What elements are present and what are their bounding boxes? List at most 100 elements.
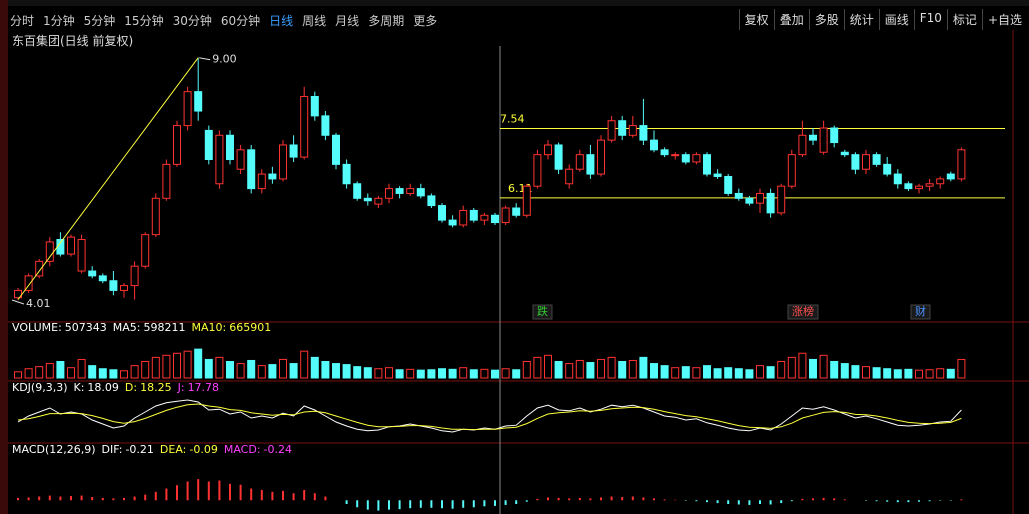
volume-bar [840, 363, 849, 379]
candle-body [173, 125, 181, 165]
tool-button[interactable]: F10 [913, 9, 947, 30]
volume-bar [353, 366, 362, 379]
volume-bar [565, 363, 574, 379]
period-button[interactable]: 30分钟 [172, 13, 212, 28]
event-marker-box [532, 304, 553, 320]
volume-bar [925, 369, 934, 379]
volume-bar [204, 358, 213, 379]
candle-body [766, 192, 775, 214]
indicator-label: J: [177, 381, 185, 394]
indicator-item: J: 17.78 [178, 381, 219, 394]
period-button[interactable]: 5分钟 [83, 13, 116, 28]
volume-header: VOLUME: 507343 MA5: 598211 MA10: 665901 [12, 321, 271, 334]
volume-bar [480, 368, 489, 379]
indicator-value: 507343 [64, 321, 107, 334]
candle-body [586, 154, 595, 175]
indicator-item: MACD: -0.24 [224, 443, 292, 456]
volume-bar [24, 368, 33, 379]
period-button[interactable]: 更多 [413, 13, 438, 28]
candle-body [109, 280, 118, 291]
volume-bar [692, 367, 701, 379]
indicator-label: MA5: [112, 321, 141, 334]
volume-bar [819, 354, 828, 379]
volume-bar [777, 361, 786, 379]
candle-body [936, 178, 945, 185]
tool-button[interactable]: 统计 [843, 9, 879, 30]
tool-button[interactable]: +自选 [981, 9, 1027, 30]
candle-body [215, 134, 224, 185]
tool-button[interactable]: 标记 [946, 9, 982, 30]
candle-body [183, 91, 192, 127]
period-toolbar: 分时 1分钟 5分钟 15分钟 30分钟 60分钟 日线 周线 月线 多周期 更多 [10, 10, 437, 30]
indicator-label: K: [73, 381, 85, 394]
candle-body [151, 197, 160, 236]
side-strip [0, 0, 8, 514]
candle-body [226, 134, 234, 161]
indicator-item: VOLUME: 507343 [12, 321, 107, 334]
volume-bar [130, 365, 139, 379]
tool-button[interactable]: 画线 [878, 9, 914, 30]
indicator-item: DIF: -0.21 [102, 443, 154, 456]
candle-body [427, 195, 436, 207]
tool-button[interactable]: 复权 [738, 9, 774, 30]
volume-bar [14, 371, 22, 379]
candle-body [734, 192, 743, 199]
event-marker-box [787, 304, 819, 320]
candle-body [35, 260, 44, 277]
volume-bar [141, 361, 150, 379]
volume-bar [756, 365, 764, 379]
volume-bar [713, 368, 722, 379]
volume-bar [586, 362, 595, 379]
candle-body [512, 207, 521, 216]
indicator-label: VOLUME: [12, 321, 62, 334]
period-button[interactable]: 月线 [335, 13, 360, 28]
volume-bar [215, 356, 224, 379]
candle-body [840, 151, 849, 156]
candle-body [395, 188, 404, 194]
candle-body [575, 154, 584, 170]
period-button[interactable]: 日线 [269, 13, 294, 28]
tool-button[interactable]: 多股 [808, 9, 844, 30]
candle-body [819, 127, 828, 153]
period-button[interactable]: 1分钟 [43, 13, 75, 28]
candle-body [724, 175, 733, 194]
volume-bar [862, 366, 870, 379]
candle-body [24, 275, 33, 291]
volume-bar [406, 368, 415, 379]
volume-bar [120, 370, 128, 379]
indicator-value: -0.24 [263, 443, 293, 456]
candle-body [777, 185, 786, 214]
candle-body [756, 192, 764, 204]
tool-button[interactable]: 叠加 [773, 9, 809, 30]
volume-bar [438, 368, 446, 379]
candle-body [925, 183, 934, 187]
volume-bar [671, 367, 680, 379]
candle-body [448, 219, 457, 226]
period-button[interactable]: 分时 [10, 13, 35, 28]
period-button[interactable]: 15分钟 [124, 13, 164, 28]
candle-body [660, 149, 669, 156]
high-pointer [199, 57, 211, 61]
volume-bar [469, 369, 478, 379]
candle-body [480, 214, 489, 221]
volume-bar [607, 356, 616, 379]
candle-body [565, 168, 574, 185]
period-button[interactable]: 60分钟 [220, 13, 261, 28]
candle-body [141, 234, 150, 267]
candle-body [533, 154, 542, 187]
volume-bar [279, 358, 287, 379]
candle-body [363, 197, 372, 202]
volume-bar [98, 368, 107, 379]
volume-bar [639, 356, 648, 379]
period-button[interactable]: 周线 [302, 13, 327, 28]
volume-bar [809, 358, 817, 379]
candle-body [236, 149, 245, 170]
candle-body [353, 183, 362, 199]
indicator-item: KDJ(9,3,3) [12, 381, 68, 394]
period-button[interactable]: 多周期 [368, 13, 405, 28]
tool-buttons: 复权 叠加 多股 统计 画线 F10 标记 +自选 [738, 9, 1027, 30]
candle-body [692, 154, 701, 163]
candle-body [332, 134, 340, 165]
indicator-label: DEA: [159, 443, 187, 456]
